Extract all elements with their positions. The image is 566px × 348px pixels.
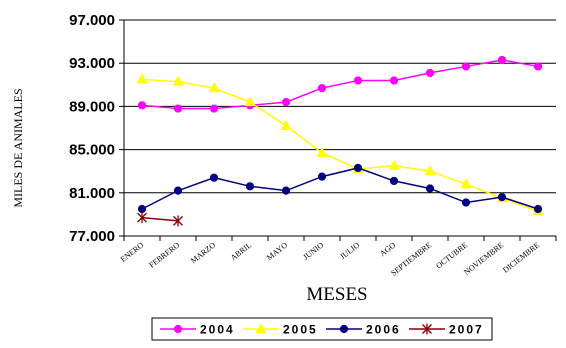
x-tick-label: FEBRERO <box>147 240 181 269</box>
data-point <box>208 82 220 93</box>
x-tick-label: MAYO <box>265 240 289 262</box>
x-tick-labels: ENERO FEBRERO MARZO ABRIL MAYO JUNIO JULIO AGOS… <box>119 240 542 277</box>
data-point <box>353 76 363 85</box>
legend-item: 2004 <box>160 323 235 337</box>
x-tick-label: AGO <box>378 240 397 258</box>
series-line <box>141 216 179 222</box>
data-point <box>388 159 400 170</box>
x-tick-label: DICIEMBRE <box>501 240 541 274</box>
data-point <box>245 182 255 191</box>
data-point <box>389 76 399 85</box>
data-point <box>209 104 219 113</box>
data-point <box>137 212 147 224</box>
y-tick-labels: 77.000 81.000 85.000 89.000 93.000 97.000 <box>69 12 115 245</box>
data-point <box>353 163 363 173</box>
legend-items: 2004 2005 2006 2007 <box>160 323 484 337</box>
data-point <box>533 204 543 214</box>
data-point <box>173 104 183 113</box>
legend-item: 2007 <box>409 323 484 337</box>
series-lines <box>136 55 544 227</box>
y-tick-label: 93.000 <box>69 55 115 72</box>
y-axis-title: MILES DE ANIMALES <box>11 88 25 207</box>
legend-item: 2005 <box>243 323 318 337</box>
data-point <box>244 96 256 107</box>
data-point <box>209 173 219 182</box>
data-point <box>280 120 292 130</box>
data-point <box>281 97 291 107</box>
legend-label: 2005 <box>283 323 318 337</box>
y-tick-label: 97.000 <box>69 12 115 29</box>
grid-lines <box>119 19 556 237</box>
data-point <box>317 172 327 181</box>
data-point <box>316 147 328 157</box>
data-point <box>424 165 436 176</box>
data-point <box>255 323 267 334</box>
legend-label: 2006 <box>366 323 401 337</box>
series-2004 <box>137 55 543 113</box>
data-point <box>461 198 471 207</box>
legend-item: 2006 <box>326 323 401 337</box>
y-tick-label: 81.000 <box>69 185 115 202</box>
data-point <box>422 323 432 335</box>
series-2006 <box>137 163 543 214</box>
x-tick-label: ENERO <box>119 240 146 264</box>
data-point <box>389 176 399 186</box>
legend-label: 2004 <box>200 323 235 337</box>
y-tick-label: 85.000 <box>69 142 115 159</box>
y-tick-label: 89.000 <box>69 98 115 115</box>
series-2005 <box>136 73 544 216</box>
x-axis-title: MESES <box>306 284 367 305</box>
data-point <box>136 73 148 84</box>
series-line <box>141 78 539 212</box>
data-point <box>173 186 183 195</box>
x-tick-label: MARZO <box>189 240 217 265</box>
data-point <box>137 101 147 110</box>
data-point <box>425 68 435 78</box>
x-tick-label: JULIO <box>338 240 361 261</box>
x-tick-label: JUNIO <box>301 240 325 261</box>
y-tick-label: 77.000 <box>69 228 115 245</box>
data-point <box>172 75 184 86</box>
x-tick-label: ABRIL <box>229 240 254 262</box>
data-point <box>173 324 183 334</box>
data-point <box>497 193 507 202</box>
data-point <box>137 204 147 214</box>
data-point <box>317 83 327 93</box>
x-tick-label: NOVIEMBRE <box>462 240 505 276</box>
series-line <box>141 167 539 210</box>
legend-label: 2007 <box>449 323 484 337</box>
data-point <box>533 62 543 71</box>
legend-box <box>151 317 493 341</box>
data-point <box>173 215 183 227</box>
data-point <box>425 184 435 193</box>
data-point <box>461 62 471 71</box>
x-tick-label: OCTUBRE <box>434 240 469 270</box>
data-point <box>281 186 291 195</box>
series-2007 <box>137 212 183 227</box>
data-point <box>460 178 472 189</box>
series-line <box>141 59 539 110</box>
legend: 2004 2005 2006 2007 <box>151 317 493 341</box>
data-point <box>339 324 349 334</box>
axes <box>123 20 557 241</box>
data-point <box>497 55 507 65</box>
